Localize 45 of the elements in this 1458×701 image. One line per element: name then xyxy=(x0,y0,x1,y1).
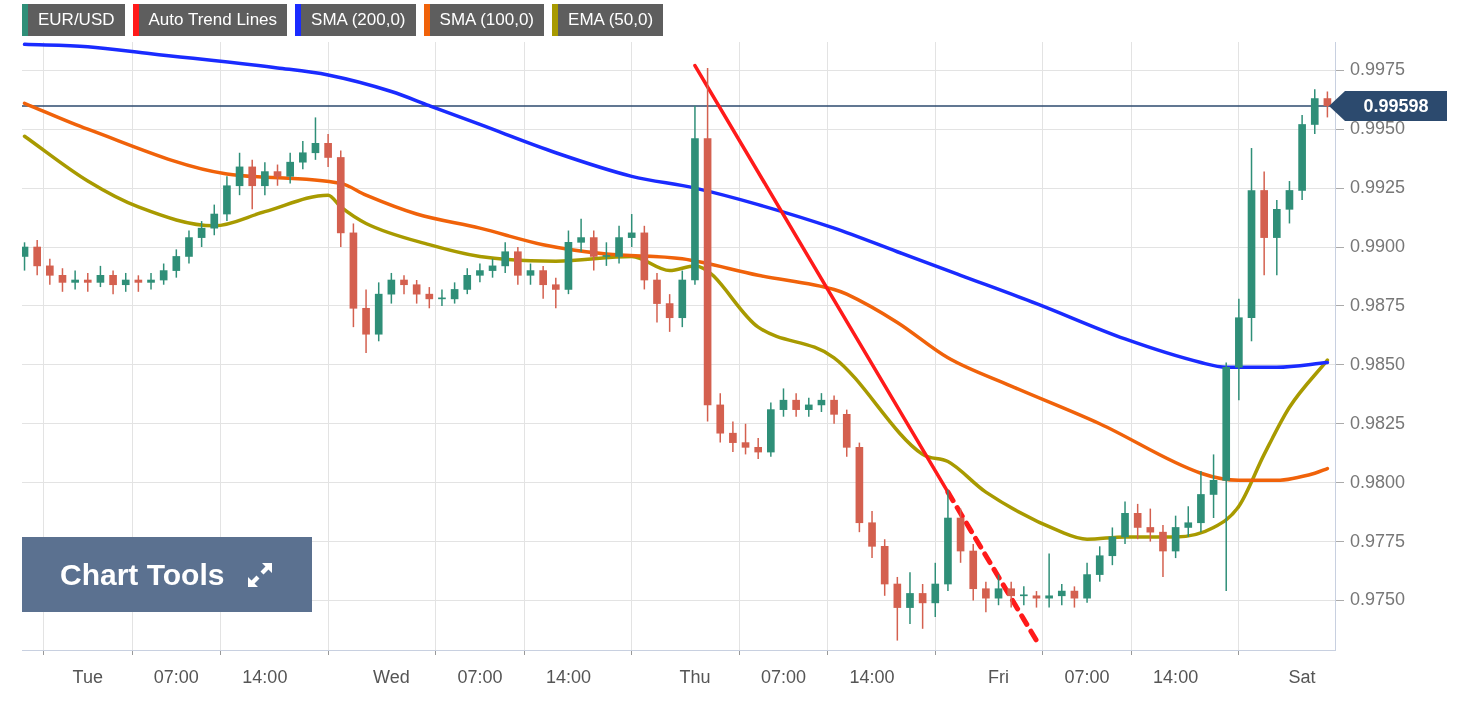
x-tick-label: 14:00 xyxy=(1153,666,1199,687)
x-tick-label: 14:00 xyxy=(849,666,895,687)
x-tick-label: 07:00 xyxy=(153,666,199,687)
y-tick-label: 0.9925 xyxy=(1350,177,1406,198)
candlestick xyxy=(880,538,889,597)
y-tick-label: 0.9900 xyxy=(1350,235,1406,256)
legend-label: EUR/USD xyxy=(38,10,115,30)
candlestick xyxy=(1020,585,1028,606)
y-tick-label: 0.9850 xyxy=(1350,353,1406,374)
y-tick-label: 0.9975 xyxy=(1350,59,1406,80)
candlestick xyxy=(210,203,219,236)
legend-label: SMA (200,0) xyxy=(311,10,406,30)
chart-tools-button: Chart Tools xyxy=(22,537,312,612)
x-tick-label: Tue xyxy=(72,666,103,687)
candlestick xyxy=(463,267,472,295)
candlestick xyxy=(374,281,383,343)
ref-line-label: 0.99598 xyxy=(1363,96,1429,117)
y-tick-label: 0.9800 xyxy=(1350,471,1406,492)
candlestick xyxy=(1184,505,1193,538)
candlestick xyxy=(842,408,851,458)
y-tick-label: 0.9950 xyxy=(1350,118,1406,139)
x-tick-label: Sat xyxy=(1288,666,1316,687)
candlestick xyxy=(1095,545,1104,583)
x-tick-label: Wed xyxy=(373,666,410,687)
candlestick xyxy=(159,262,168,286)
y-tick-label: 0.9750 xyxy=(1350,589,1406,610)
candlestick xyxy=(1133,503,1142,540)
x-tick-label: Fri xyxy=(988,666,1010,687)
x-tick-label: 14:00 xyxy=(242,666,288,687)
annotation: Chart Tools xyxy=(60,557,225,592)
y-tick-label: 0.9825 xyxy=(1350,412,1406,433)
y-tick-label: 0.9875 xyxy=(1350,294,1406,315)
x-tick-label: 07:00 xyxy=(457,666,503,687)
candlestick xyxy=(1146,507,1155,543)
x-tick-label: Thu xyxy=(679,666,711,687)
legend-label: SMA (100,0) xyxy=(439,10,535,30)
x-tick-label: 07:00 xyxy=(1064,666,1110,687)
legend-label: EMA (50,0) xyxy=(568,10,654,30)
legend-label: Auto Trend Lines xyxy=(148,10,278,30)
candlestick xyxy=(678,269,687,328)
x-tick-label: 14:00 xyxy=(545,666,591,687)
x-tick-label: 07:00 xyxy=(760,666,807,687)
y-tick-label: 0.9775 xyxy=(1350,530,1406,551)
candlestick xyxy=(172,248,181,279)
candlestick xyxy=(602,241,611,267)
